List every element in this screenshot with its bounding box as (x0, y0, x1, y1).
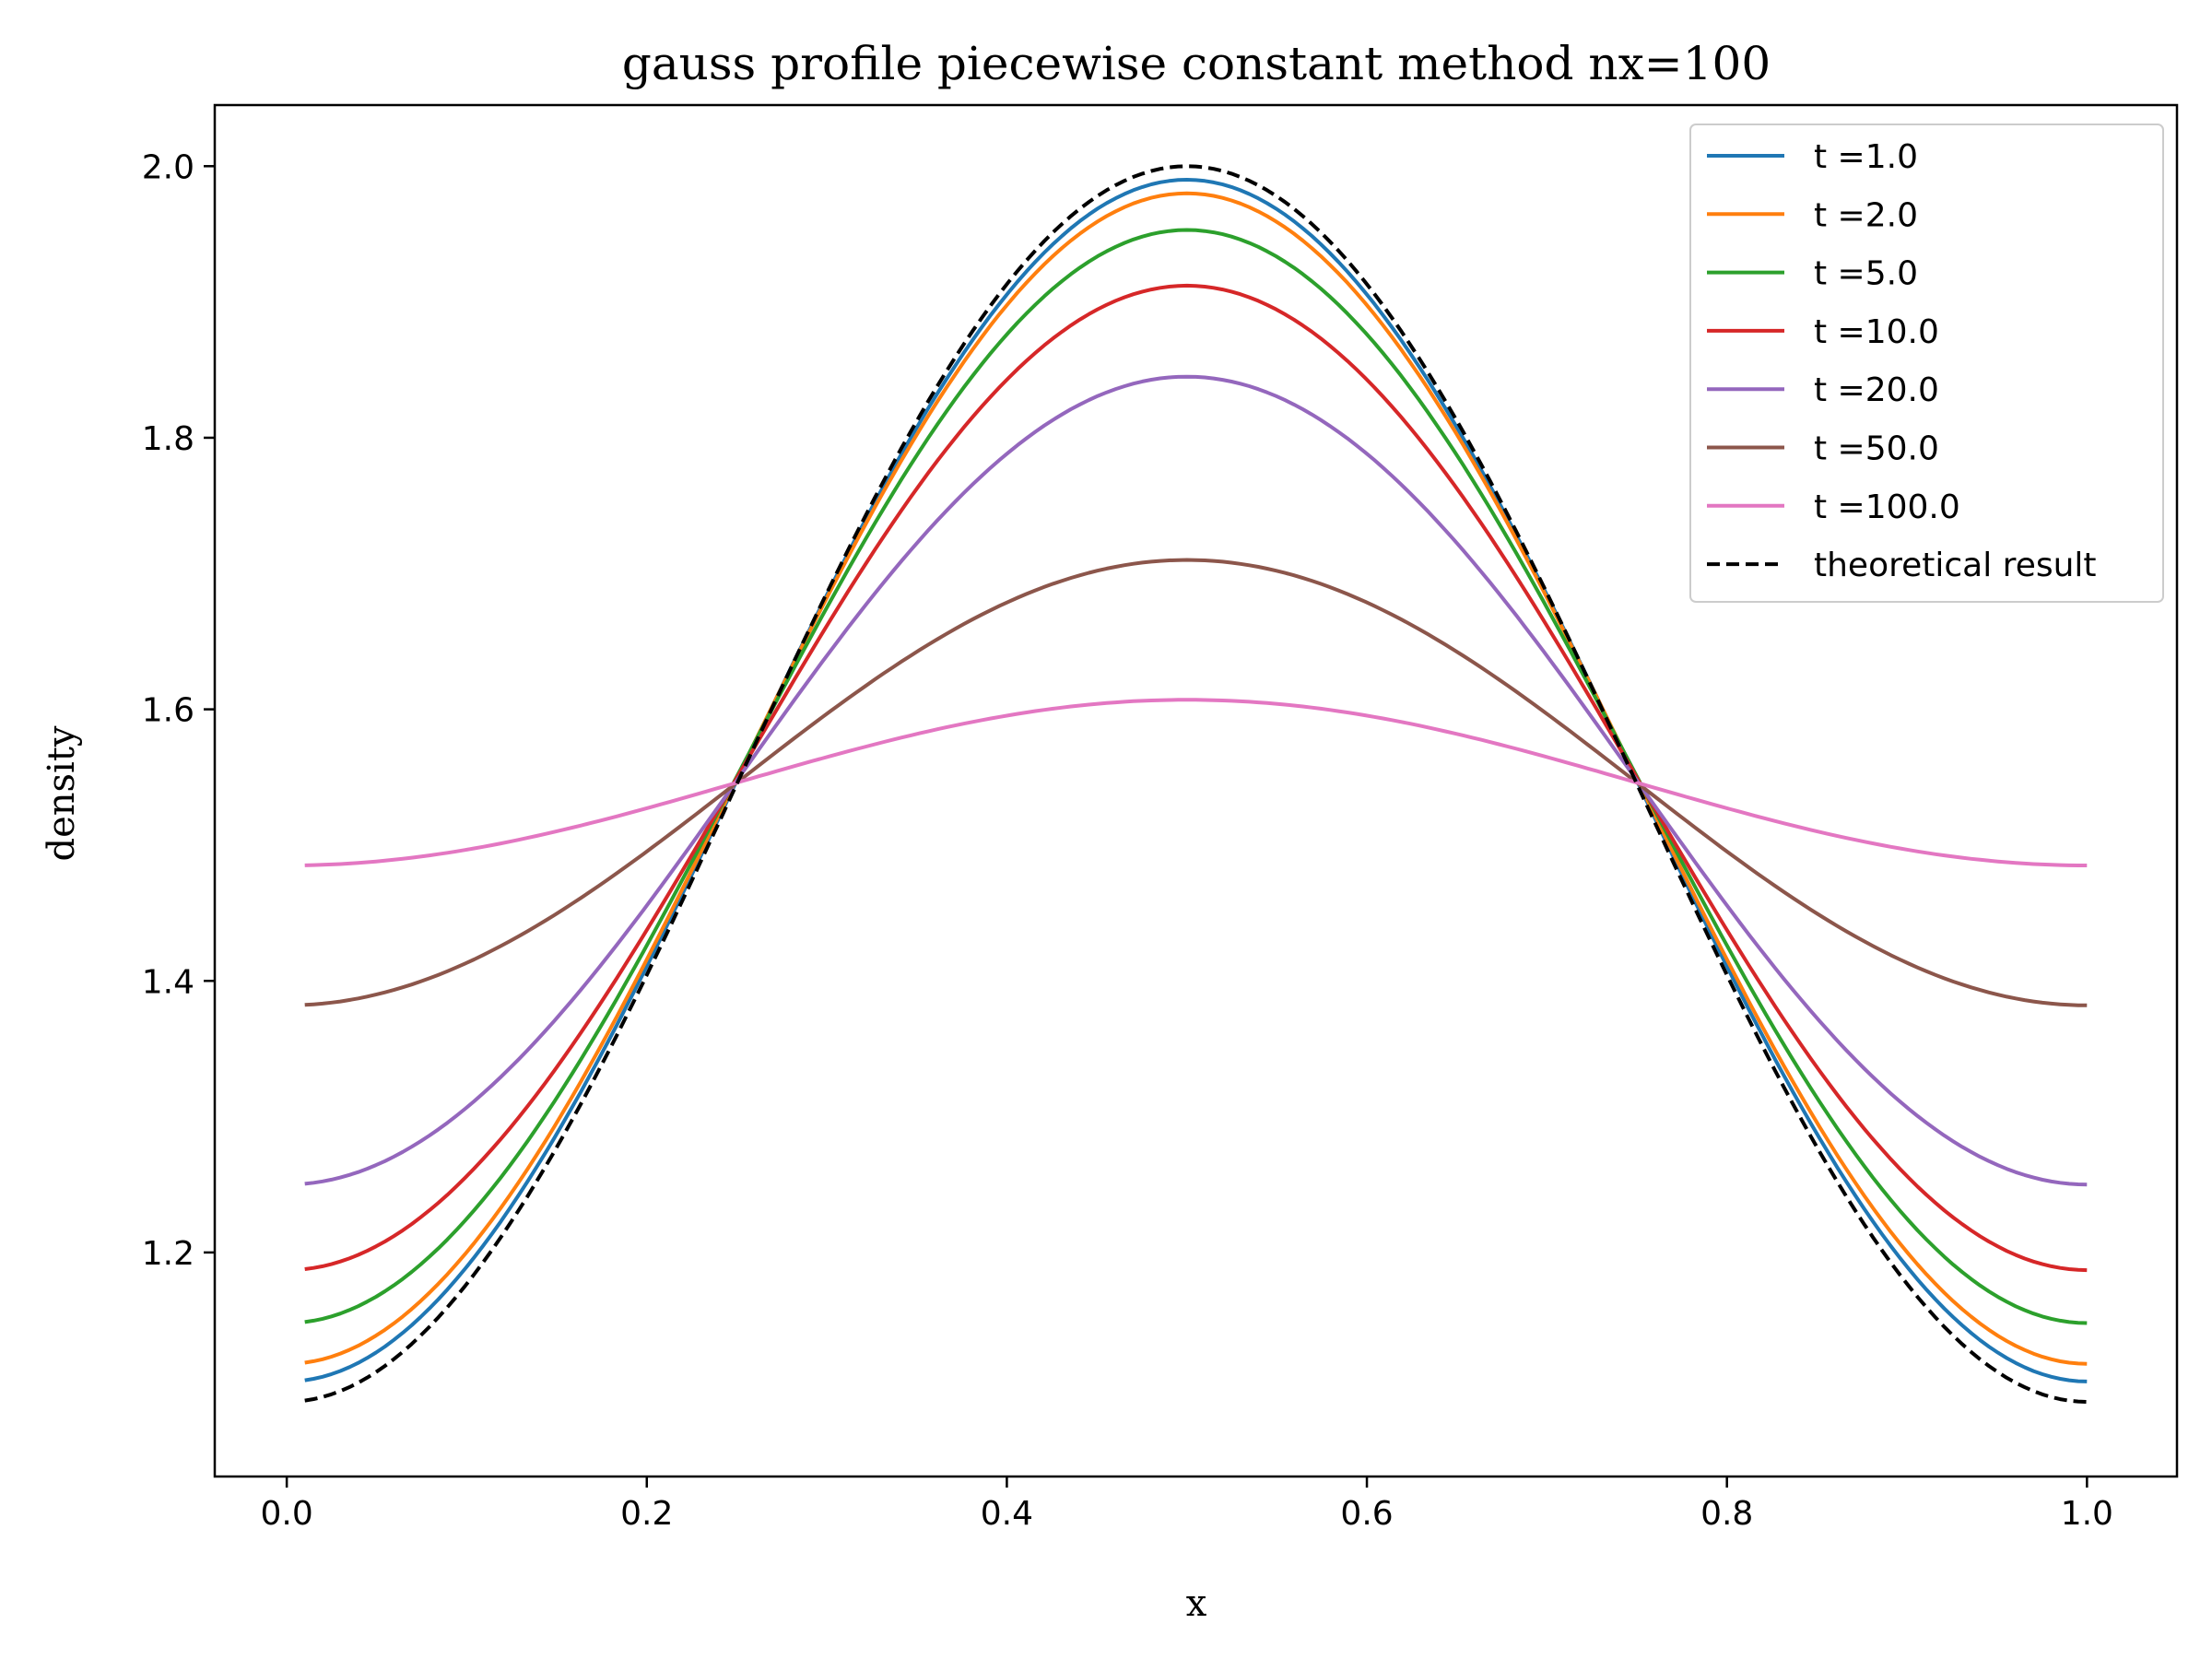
plot-area (304, 164, 2088, 1404)
legend-label: t =20.0 (1814, 371, 1939, 409)
axes: 0.0 0.2 0.4 0.6 0.8 1.0 1.2 1.4 1.6 1.8 2.0 (142, 103, 2179, 1533)
series-line-6 (304, 698, 2088, 867)
y-tick-label: 1.2 (142, 1235, 194, 1273)
series-line-2 (304, 228, 2088, 1325)
legend-label: t =50.0 (1814, 430, 1939, 468)
x-tick-label: 0.2 (620, 1495, 673, 1533)
series-line-4 (304, 374, 2088, 1187)
x-tick-label: 0.0 (260, 1495, 312, 1533)
legend-box (1689, 124, 2164, 603)
chart-title: gauss profile piecewise constant method … (622, 37, 1771, 90)
legend: t =1.0 t =2.0 t =5.0 t =10.0 t =20.0 t =50.0 t… (1689, 124, 2164, 603)
x-tick-label: 0.4 (981, 1495, 1033, 1533)
legend-label: t =2.0 (1814, 196, 1918, 234)
legend-label: t =1.0 (1814, 138, 1918, 176)
axes-frame (213, 103, 2179, 1478)
series-line-5 (304, 558, 2088, 1007)
legend-label: theoretical result (1814, 547, 2097, 584)
x-tick-label: 1.0 (2061, 1495, 2113, 1533)
series-line-3 (304, 283, 2088, 1273)
y-axis-label: density (41, 725, 83, 861)
x-axis-label: x (1186, 1583, 1207, 1625)
y-tick-label: 2.0 (142, 148, 194, 186)
y-tick-label: 1.4 (142, 963, 194, 1001)
y-tick-label: 1.6 (142, 692, 194, 730)
series-line-1 (304, 191, 2088, 1366)
legend-label: t =100.0 (1814, 488, 1960, 526)
legend-label: t =5.0 (1814, 255, 1918, 293)
legend-label: t =10.0 (1814, 313, 1939, 351)
series-line-7 (304, 164, 2088, 1404)
x-tick-label: 0.6 (1340, 1495, 1393, 1533)
series-line-0 (304, 178, 2088, 1383)
x-tick-label: 0.8 (1700, 1495, 1753, 1533)
y-tick-label: 1.8 (142, 420, 194, 458)
